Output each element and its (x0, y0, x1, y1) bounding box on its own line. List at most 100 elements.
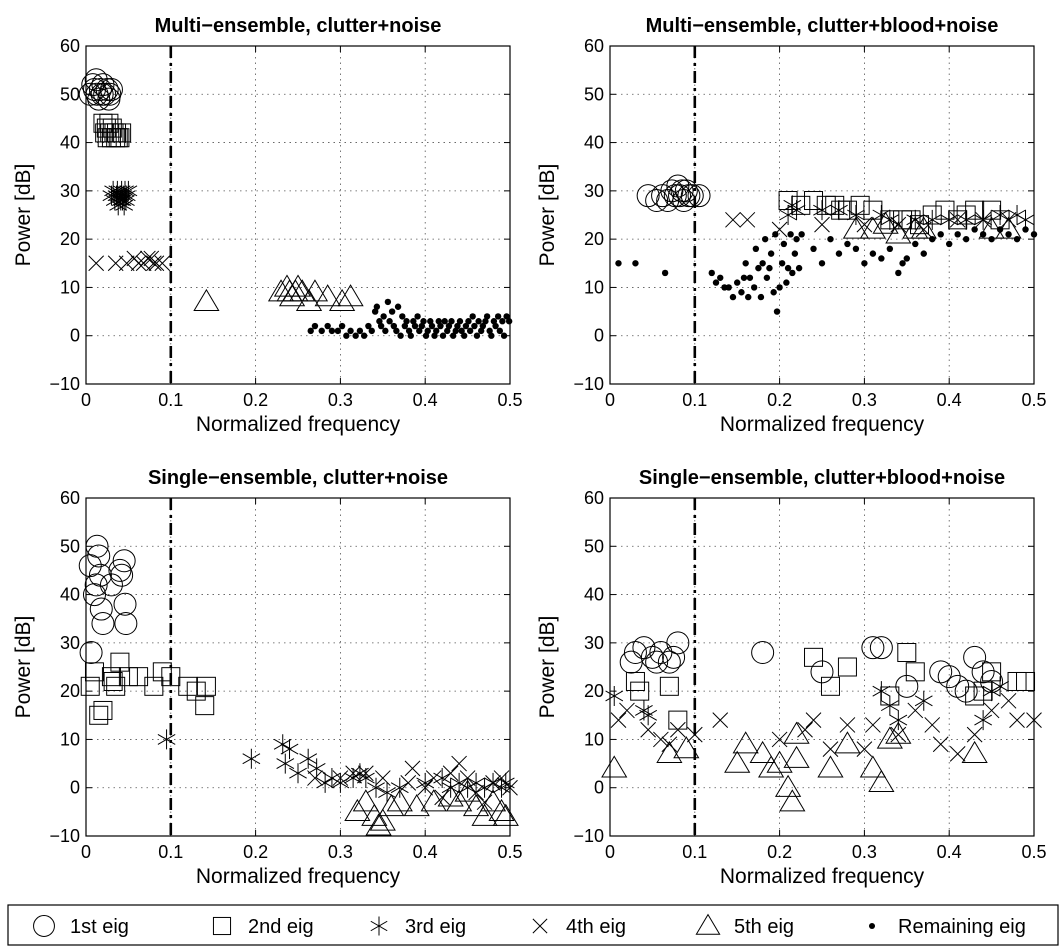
data-point-dot (338, 322, 346, 330)
data-point-circle (672, 189, 696, 213)
data-point-dot (479, 322, 487, 330)
data-point-dot (886, 245, 894, 252)
data-point-circle (99, 77, 123, 101)
data-point-square (825, 195, 845, 215)
data-point-square (93, 700, 113, 720)
data-point-dot (441, 318, 448, 325)
data-point-asterisk (273, 734, 292, 755)
x-tick-label: 0.2 (767, 390, 792, 410)
y-axis-label: Power [dB] (12, 164, 35, 267)
data-point-square (804, 647, 824, 667)
data-point-dot (477, 327, 485, 335)
legend-label: Remaining eig (898, 916, 1026, 938)
data-point-circle (623, 641, 647, 665)
data-point-x (856, 216, 873, 233)
x-axis-label: Normalized frequency (720, 865, 925, 888)
x-tick-label: 0.4 (413, 390, 438, 410)
data-point-circle (660, 179, 684, 203)
x-tick-label: 0.2 (767, 842, 792, 862)
x-tick-label: 0.4 (937, 390, 962, 410)
data-point-dot (458, 327, 465, 335)
data-point-dot (422, 332, 430, 339)
legend-item-triangle: 5th eig (695, 913, 794, 938)
data-point-dot (465, 318, 472, 325)
data-point-dot (307, 327, 314, 335)
data-point-square (112, 123, 132, 143)
data-point-dot (347, 327, 354, 335)
data-point-triangle (328, 288, 356, 312)
data-point-x (451, 755, 467, 772)
data-point-triangle (601, 755, 628, 778)
data-point-triangle (783, 745, 810, 768)
data-point-triangle (779, 789, 806, 812)
data-point-dot (373, 303, 381, 310)
y-tick-label: 40 (60, 133, 80, 153)
data-point-dot (752, 245, 760, 252)
data-point-dot (401, 322, 409, 330)
data-point-dot (343, 332, 350, 339)
data-point-asterisk (299, 748, 318, 769)
chart-panel-4: 0 0.1 0.2 0.3 0.4 0.5−100102030405060Single−e… (536, 467, 1047, 888)
data-point-x (118, 255, 135, 272)
chart-title: Multi−ensemble, clutter+noise (155, 15, 442, 37)
data-point-dot (482, 318, 489, 325)
data-point-x (640, 721, 657, 738)
y-tick-label: 60 (584, 488, 604, 508)
data-point-x (814, 216, 830, 233)
data-point-dot (708, 269, 715, 277)
x-axis-label: Normalized frequency (196, 865, 401, 888)
legend-item-circle: 1st eig (33, 915, 129, 938)
data-point-square (118, 667, 138, 687)
data-point-dot (791, 250, 799, 257)
data-point-circle (946, 674, 970, 698)
y-tick-label: 30 (584, 633, 604, 653)
series-asterisk (102, 180, 138, 216)
data-point-dot (787, 231, 794, 238)
data-point-dot (356, 327, 364, 335)
data-point-x (476, 794, 493, 811)
data-point-dot (878, 255, 885, 262)
data-point-circle (670, 179, 694, 203)
data-point-dot (394, 303, 402, 310)
asterisk-icon (370, 916, 388, 936)
data-point-x (805, 712, 822, 728)
data-point-dot (773, 308, 781, 315)
x-tick-label: 0.1 (682, 390, 707, 410)
data-point-dot (399, 313, 406, 320)
data-point-dot (746, 274, 754, 281)
data-point-dot (861, 260, 868, 267)
data-point-circle (113, 592, 137, 616)
data-point-circle (869, 636, 893, 660)
data-point-x (610, 712, 627, 728)
data-point-dot (780, 240, 788, 248)
data-point-x (307, 770, 323, 786)
data-point-dot (750, 284, 758, 291)
data-point-circle (91, 612, 115, 636)
data-point-dot (767, 250, 775, 257)
data-point-dot (403, 318, 410, 325)
data-point-dot (411, 322, 419, 330)
data-point-dot (759, 260, 766, 267)
data-point-dot (962, 235, 970, 243)
data-point-x (856, 741, 873, 757)
data-point-square (80, 676, 100, 696)
data-point-x (725, 211, 741, 228)
data-point-circle (937, 665, 961, 689)
data-point-dot (469, 313, 476, 320)
data-point-x (434, 789, 451, 806)
data-point-dot (632, 260, 639, 267)
data-point-x (890, 726, 907, 743)
data-point-dot (763, 274, 771, 281)
data-point-dot (793, 235, 800, 243)
data-point-x (107, 255, 124, 272)
data-point-circle (640, 645, 664, 669)
data-point-triangle (783, 721, 810, 744)
x-tick-label: 0.4 (413, 842, 438, 862)
data-point-triangle (314, 284, 341, 307)
data-point-x (468, 784, 484, 801)
data-point-x (661, 736, 678, 753)
data-point-dot (311, 322, 319, 330)
x-tick-label: 0 (605, 390, 615, 410)
y-tick-label: 50 (584, 536, 604, 556)
data-point-asterisk (914, 690, 933, 711)
